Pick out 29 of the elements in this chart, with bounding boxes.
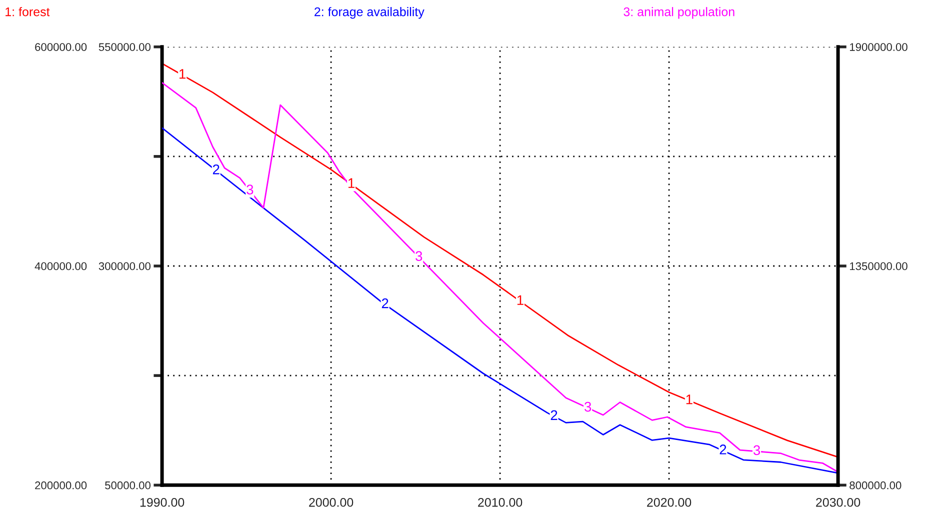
y3-tick-label: 1350000.00	[850, 262, 908, 270]
y2-tick-label: 400000.00	[34, 262, 87, 270]
text: 2: forage availability	[314, 7, 424, 19]
y-tick-label: 550000.00	[98, 43, 151, 51]
y-tick-label: 300000.00	[98, 262, 151, 270]
y2-tick-label: 200000.00	[35, 481, 87, 490]
annotation: 3	[246, 184, 254, 194]
y2-tick-label: 600000.00	[35, 43, 87, 51]
annotation: 2	[212, 164, 220, 174]
y-tick-label: 50000.00	[105, 481, 151, 490]
annotation: 1	[180, 69, 186, 79]
annotation: 3	[753, 445, 760, 456]
annotation: 3	[416, 251, 422, 261]
annotation: 1	[517, 295, 524, 305]
x-tick-label: 1990.00	[140, 498, 184, 507]
annotation: 1	[348, 178, 354, 188]
y3-tick-label: 1900000.00	[850, 43, 908, 51]
x-tick-label: 2030.00	[816, 498, 860, 507]
y3-tick-label: 800000.00	[850, 481, 902, 490]
annotation: 2	[720, 444, 726, 454]
x-tick-label: 2000.00	[309, 498, 354, 507]
x-tick-label: 2020.00	[647, 498, 692, 507]
x-tick-label: 2010.00	[478, 498, 522, 507]
text: 1: forest	[6, 7, 50, 16]
text: 3: animal population	[624, 7, 734, 19]
annotation: 2	[382, 298, 388, 308]
annotation: 1	[686, 394, 692, 404]
annotation: 3	[584, 402, 592, 412]
annotation: 2	[550, 410, 558, 420]
